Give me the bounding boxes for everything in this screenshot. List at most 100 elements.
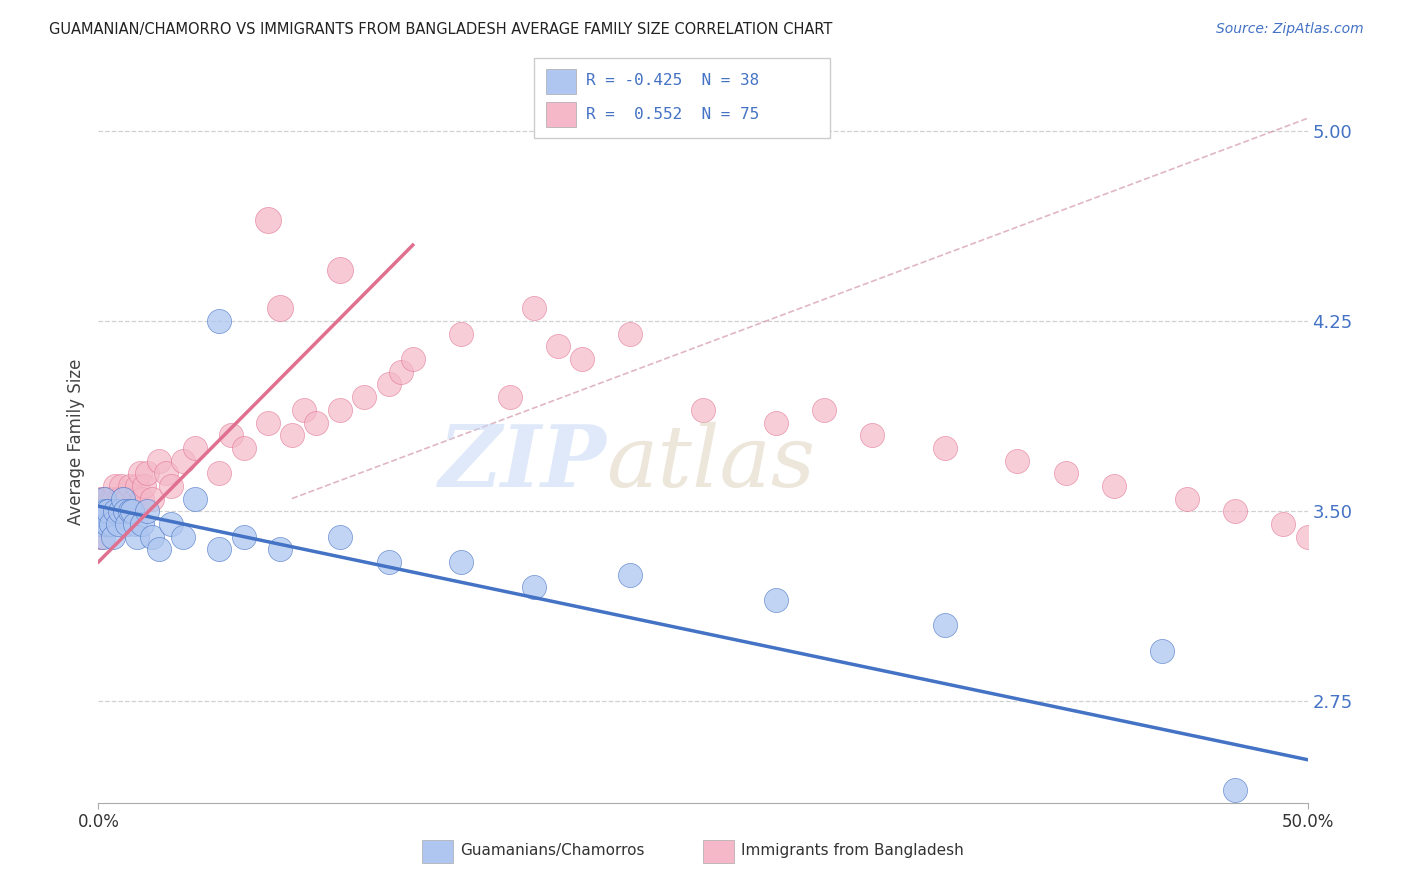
- Point: [124, 491, 146, 506]
- Text: Guamanians/Chamorros: Guamanians/Chamorros: [460, 844, 644, 858]
- Point: [256, 416, 278, 430]
- Point: [105, 504, 128, 518]
- Point: [107, 491, 129, 506]
- Point: [111, 491, 134, 506]
- Point: [547, 339, 569, 353]
- Point: [97, 504, 120, 518]
- Point: [108, 504, 131, 518]
- Text: R = -0.425  N = 38: R = -0.425 N = 38: [586, 73, 759, 88]
- Point: [104, 504, 127, 518]
- Point: [692, 402, 714, 417]
- Point: [91, 516, 114, 531]
- Point: [104, 479, 127, 493]
- Point: [232, 441, 254, 455]
- Point: [131, 516, 153, 531]
- Point: [93, 491, 115, 506]
- Point: [1054, 467, 1077, 481]
- Point: [523, 301, 546, 316]
- Point: [498, 390, 520, 404]
- Point: [523, 580, 546, 594]
- Point: [208, 467, 231, 481]
- Point: [329, 402, 352, 417]
- Point: [91, 504, 114, 518]
- Point: [98, 516, 121, 531]
- Point: [184, 491, 207, 506]
- Point: [96, 504, 118, 518]
- Point: [148, 542, 170, 557]
- Point: [121, 504, 143, 518]
- Text: R =  0.552  N = 75: R = 0.552 N = 75: [586, 107, 759, 121]
- Point: [124, 516, 146, 531]
- Text: ZIP: ZIP: [439, 421, 606, 505]
- Point: [353, 390, 375, 404]
- Point: [934, 618, 956, 632]
- Point: [1007, 453, 1029, 467]
- Point: [571, 352, 593, 367]
- Point: [94, 504, 117, 518]
- Point: [101, 530, 124, 544]
- Point: [117, 516, 139, 531]
- Point: [91, 504, 114, 518]
- Point: [128, 467, 150, 481]
- Point: [377, 555, 399, 569]
- Point: [329, 530, 352, 544]
- Point: [172, 530, 194, 544]
- Point: [1152, 643, 1174, 657]
- Point: [91, 530, 114, 544]
- Point: [90, 491, 112, 506]
- Point: [127, 479, 149, 493]
- Point: [765, 416, 787, 430]
- Point: [160, 479, 183, 493]
- Point: [90, 516, 112, 531]
- Point: [934, 441, 956, 455]
- Text: Source: ZipAtlas.com: Source: ZipAtlas.com: [1216, 22, 1364, 37]
- Point: [860, 428, 883, 442]
- Point: [184, 441, 207, 455]
- Point: [96, 491, 118, 506]
- Point: [1223, 504, 1246, 518]
- Point: [118, 479, 141, 493]
- Point: [141, 530, 163, 544]
- Point: [118, 504, 141, 518]
- Point: [110, 479, 132, 493]
- Point: [208, 314, 231, 328]
- Point: [94, 504, 117, 518]
- Point: [111, 491, 134, 506]
- Point: [765, 593, 787, 607]
- Point: [114, 504, 136, 518]
- Y-axis label: Average Family Size: Average Family Size: [66, 359, 84, 524]
- Point: [619, 326, 641, 341]
- Point: [269, 301, 291, 316]
- Point: [94, 516, 117, 531]
- Point: [121, 504, 143, 518]
- Point: [450, 326, 472, 341]
- Point: [269, 542, 291, 557]
- Point: [97, 504, 120, 518]
- Point: [89, 530, 111, 544]
- Text: Immigrants from Bangladesh: Immigrants from Bangladesh: [741, 844, 963, 858]
- Point: [305, 416, 328, 430]
- Point: [155, 467, 177, 481]
- Point: [1223, 783, 1246, 797]
- Point: [135, 504, 157, 518]
- Point: [108, 504, 131, 518]
- Point: [377, 377, 399, 392]
- Point: [93, 516, 115, 531]
- Text: atlas: atlas: [606, 422, 815, 505]
- Point: [103, 491, 125, 506]
- Point: [100, 491, 122, 506]
- Point: [127, 530, 149, 544]
- Point: [450, 555, 472, 569]
- Point: [135, 467, 157, 481]
- Point: [107, 516, 129, 531]
- Point: [108, 491, 131, 506]
- Point: [148, 453, 170, 467]
- Point: [160, 516, 183, 531]
- Point: [97, 516, 120, 531]
- Point: [221, 428, 243, 442]
- Point: [1296, 530, 1319, 544]
- Point: [134, 479, 156, 493]
- Point: [100, 516, 122, 531]
- Point: [619, 567, 641, 582]
- Point: [97, 504, 120, 518]
